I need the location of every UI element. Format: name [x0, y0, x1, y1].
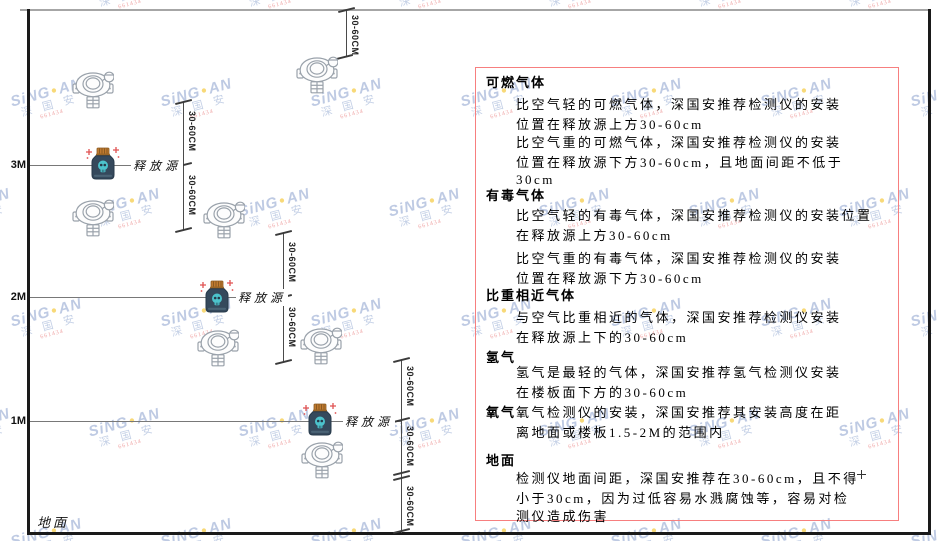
- section-heading-oxygen: 氧气: [486, 405, 517, 420]
- dim-tick: [175, 226, 192, 233]
- dim-label-1m-upper: 30-60CM: [405, 366, 415, 407]
- info-panel: 可燃气体 比空气轻的可燃气体，深国安推荐检测仪的安装 位置在释放源上方30-60…: [475, 67, 899, 524]
- left-wall-line: [27, 9, 30, 534]
- panel-text-line: 在释放源上下的30-60cm: [516, 330, 689, 345]
- panel-text-line: 比空气重的可燃气体，深国安推荐检测仪的安装: [516, 135, 842, 150]
- panel-text-line: 氢气是最轻的气体，深国安推荐氢气检测仪安装: [516, 365, 842, 380]
- dim-label-1m-ground: 30-60CM: [405, 486, 415, 527]
- level-line-2m: [30, 297, 283, 299]
- release-source-icon: [302, 402, 338, 436]
- level-line-1m: [30, 421, 401, 423]
- section-heading-hydrogen: 氢气: [486, 350, 517, 365]
- ground-line: [27, 532, 931, 535]
- release-source-icon: [85, 146, 121, 180]
- height-label-1m: 1M: [10, 415, 26, 427]
- cad-cross-mark: [857, 470, 866, 479]
- gas-detector-icon: [296, 56, 338, 94]
- section-heading-ground: 地面: [486, 453, 517, 468]
- dim-label-2m-upper: 30-60CM: [287, 242, 297, 283]
- gas-detector-icon: [72, 199, 114, 237]
- panel-text-line: 30cm: [516, 172, 555, 187]
- height-label-3m: 3M: [10, 159, 26, 171]
- panel-text-line: 在楼板面下方的30-60cm: [516, 385, 689, 400]
- panel-text-line: 比空气轻的可燃气体，深国安推荐检测仪的安装: [516, 97, 842, 112]
- dim-tick: [275, 358, 292, 365]
- gas-detector-icon: [72, 71, 114, 109]
- panel-text-line: 小于30cm，因为过低容易水溅腐蚀等，容易对检: [516, 491, 850, 506]
- panel-text-line: 位置在释放源上方30-60cm: [516, 117, 704, 132]
- release-source-icon: [199, 279, 235, 313]
- height-label-2m: 2M: [10, 291, 26, 303]
- panel-text-line: 离地面或楼板1.5-2M的范围内: [516, 425, 725, 440]
- dim-label-ceiling: 30-60CM: [350, 15, 360, 56]
- ceiling-line: [20, 9, 930, 11]
- ground-label: 地面: [37, 515, 70, 530]
- dim-label-2m-lower: 30-60CM: [287, 307, 297, 348]
- section-heading-toxic: 有毒气体: [486, 188, 547, 203]
- panel-text-line: 与空气比重相近的气体，深国安推荐检测仪安装: [516, 310, 842, 325]
- panel-text-line: 氧气检测仪的安装，深国安推荐其安装高度在距: [516, 405, 842, 420]
- release-source-label-2m: 释放源: [236, 289, 289, 306]
- gas-detector-icon: [197, 329, 239, 367]
- dim-line-1m: [401, 360, 403, 533]
- dim-label-3m-upper: 30-60CM: [187, 111, 197, 152]
- gas-detector-icon: [203, 201, 245, 239]
- dim-line-ceiling: [346, 10, 348, 57]
- panel-text-line: 检测仪地面间距，深国安推荐在30-60cm，且不得: [516, 471, 859, 486]
- section-heading-combustible: 可燃气体: [486, 75, 547, 90]
- panel-text-line: 比空气重的有毒气体，深国安推荐检测仪的安装: [516, 251, 842, 266]
- right-wall-line: [928, 9, 931, 534]
- release-source-label-1m: 释放源: [343, 413, 396, 430]
- panel-text-line: 在释放源上方30-60cm: [516, 228, 673, 243]
- gas-detector-icon: [301, 441, 343, 479]
- gas-detector-icon: [300, 327, 342, 365]
- panel-text-line: 位置在释放源下方30-60cm: [516, 271, 704, 286]
- dim-label-1m-mid: 30-60CM: [405, 426, 415, 467]
- dim-label-3m-lower: 30-60CM: [187, 175, 197, 216]
- section-heading-similar-density: 比重相近气体: [486, 288, 577, 303]
- panel-text-line: 测仪造成伤害: [516, 509, 610, 524]
- panel-text-line: 位置在释放源下方30-60cm，且地面间距不低于: [516, 155, 844, 170]
- dim-line-3m: [183, 102, 185, 230]
- panel-text-line: 比空气轻的有毒气体，深国安推荐检测仪的安装位置: [516, 208, 873, 223]
- release-source-label-3m: 释放源: [131, 157, 184, 174]
